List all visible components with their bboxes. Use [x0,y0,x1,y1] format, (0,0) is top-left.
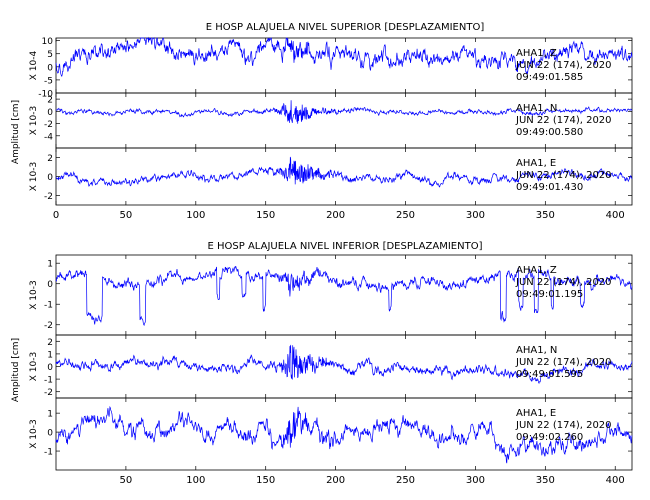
station-annotation: JUN 22 (174), 2020 [515,420,612,431]
station-annotation: JUN 22 (174), 2020 [515,60,612,71]
seismic-trace [55,405,633,464]
y-tick-label: 2 [47,338,53,348]
x-tick-label: 50 [120,475,133,486]
station-annotation: JUN 22 (174), 2020 [515,170,612,181]
y-tick-label: 5 [47,50,53,60]
y-tick-label: 0 [47,173,53,183]
chart-title-upper: E HOSP ALAJUELA NIVEL SUPERIOR [DESPLAZA… [206,22,485,33]
x-tick-label: 300 [466,210,485,221]
seismic-trace [55,344,633,385]
y-tick-label: 1 [47,410,53,420]
lower-level-figure: E HOSP ALAJUELA NIVEL INFERIOR [DESPLAZA… [11,241,633,486]
x-tick-label: 150 [256,475,275,486]
x-tick-label: 300 [466,475,485,486]
station-annotation: 09:49:01.430 [516,182,583,193]
y-tick-label: 1 [47,260,53,270]
y-tick-label: 0 [47,280,53,290]
panel-frame [55,397,633,471]
x-tick-label: 100 [186,210,205,221]
y-tick-label: -4 [44,132,53,142]
station-annotation: 09:49:01.195 [516,289,583,300]
y-axis-label-lower: Amplitud [cm] [11,338,21,402]
seismic-trace [55,265,633,327]
scale-factor-label: X 10-3 [29,352,39,381]
station-annotation: 09:49:01.595 [516,369,583,380]
scale-factor-label: X 10-3 [29,280,39,309]
y-tick-label: 0 [47,63,53,73]
y-tick-label: 2 [47,96,53,106]
scale-factor-label: X 10-3 [29,106,39,135]
seismic-trace [55,156,633,188]
y-tick-label: -1 [44,301,53,311]
station-annotation: AHA1, E [516,158,556,169]
x-tick-label: 200 [326,475,345,486]
chart-title-lower: E HOSP ALAJUELA NIVEL INFERIOR [DESPLAZA… [208,241,483,252]
y-tick-label: -2 [44,192,53,202]
x-axis-ticks-lower: 50 100 150 200 250 300 350 400 [120,475,625,486]
y-tick-label: -10 [38,90,53,100]
x-tick-label: 50 [120,210,133,221]
upper-level-figure: E HOSP ALAJUELA NIVEL SUPERIOR [DESPLAZA… [11,22,633,221]
y-tick-label: -2 [44,321,53,331]
station-annotation: 09:49:00.580 [516,127,583,138]
x-tick-label: 250 [396,210,415,221]
station-annotation: AHA1, N [516,103,557,114]
station-annotation: JUN 22 (174), 2020 [515,115,612,126]
station-annotation: JUN 22 (174), 2020 [515,277,612,288]
x-tick-label: 100 [186,475,205,486]
seismic-trace [55,36,633,77]
x-tick-label: 400 [606,210,625,221]
station-annotation: 09:49:01.585 [516,72,583,83]
y-tick-label: 0 [47,363,53,373]
y-axis-label-upper: Amplitud [cm] [11,100,21,164]
y-tick-label: -1 [44,448,53,458]
y-tick-label: -2 [44,120,53,130]
y-tick-label: -1 [44,376,53,386]
y-tick-label: 10 [42,37,54,47]
scale-factor-label: X 10-3 [29,419,39,448]
station-annotation: 09:49:02.260 [516,432,583,443]
x-axis-ticks-upper: 0 50 100 150 200 250 300 350 400 [53,210,625,221]
y-tick-label: -5 [44,76,53,86]
station-annotation: AHA1, Z [516,265,557,276]
scale-factor-label: X 10-4 [29,51,39,81]
scale-factor-label: X 10-3 [29,162,39,191]
y-tick-label: 2 [47,154,53,164]
seismic-trace [55,100,633,124]
x-tick-label: 350 [536,210,555,221]
x-tick-label: 250 [396,475,415,486]
x-tick-label: 400 [606,475,625,486]
x-tick-label: 0 [53,210,59,221]
station-annotation: AHA1, Z [516,48,557,59]
x-tick-label: 200 [326,210,345,221]
x-tick-label: 350 [536,475,555,486]
station-annotation: AHA1, E [516,408,556,419]
y-tick-label: 0 [47,429,53,439]
station-annotation: AHA1, N [516,345,557,356]
y-tick-label: 0 [47,108,53,118]
y-tick-label: -2 [44,388,53,398]
station-annotation: JUN 22 (174), 2020 [515,357,612,368]
x-tick-label: 150 [256,210,275,221]
y-tick-label: 1 [47,350,53,360]
